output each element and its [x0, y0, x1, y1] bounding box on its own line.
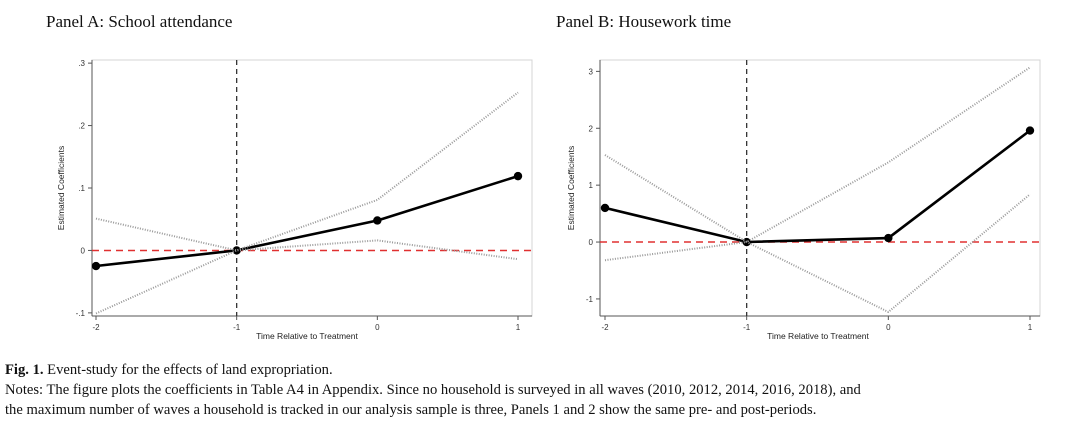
- y-tick-label: 1: [589, 181, 594, 190]
- upper-ci-line: [95, 91, 519, 252]
- chart-panel-1: -1 0 1 2 3 -2 -1 0 1 Time Relative to Treatment Es…: [566, 59, 1041, 341]
- caption-label: Fig. 1.: [5, 362, 44, 378]
- x-tick-label: -2: [601, 323, 609, 332]
- coefficient-point: [1025, 126, 1035, 135]
- panel-a-title: Panel A: School attendance: [46, 12, 233, 31]
- x-tick-label: -2: [92, 323, 100, 332]
- y-tick-label: -1: [586, 295, 594, 304]
- coefficient-line: [604, 129, 1031, 244]
- charts-canvas: -.1 0 .1 .2 .3 -2 -1 0 1 Time Relative to Treatme…: [56, 59, 1041, 341]
- upper-ci-line: [604, 66, 1031, 244]
- x-axis-title: Time Relative to Treatment: [767, 331, 869, 341]
- y-tick-label: 0: [81, 246, 86, 255]
- x-tick-label: 0: [375, 323, 380, 332]
- y-axis-title: Estimated Coefficients: [56, 146, 66, 230]
- lower-ci-line: [604, 193, 1031, 314]
- figure-caption: Fig. 1. Event-study for the effects of l…: [5, 360, 1080, 420]
- y-tick-label: 2: [589, 124, 594, 133]
- caption-notes-line-2: the maximum number of waves a household …: [5, 402, 817, 418]
- coefficient-point: [513, 171, 523, 181]
- x-tick-label: 1: [516, 323, 521, 332]
- y-tick-label: .3: [78, 59, 85, 68]
- x-tick-label: -1: [233, 323, 241, 332]
- coefficient-point: [373, 216, 382, 225]
- coefficient-point: [600, 203, 610, 213]
- x-tick-label: 0: [886, 323, 891, 332]
- lower-ci-line: [95, 239, 519, 315]
- x-tick-label: -1: [743, 323, 751, 332]
- y-tick-label: .1: [78, 184, 85, 193]
- caption-title: Event-study for the effects of land expr…: [47, 362, 333, 378]
- chart-panel-0: -.1 0 .1 .2 .3 -2 -1 0 1 Time Relative to Treatme…: [56, 59, 533, 341]
- y-axis-title: Estimated Coefficients: [566, 146, 576, 230]
- coefficient-point: [91, 261, 101, 271]
- plot-frame: [91, 59, 533, 317]
- y-tick-label: -.1: [76, 309, 86, 318]
- coefficient-line: [95, 174, 519, 268]
- caption-notes-line-1: Notes: The figure plots the coefficients…: [5, 382, 861, 398]
- coefficient-point: [884, 233, 893, 243]
- x-axis-title: Time Relative to Treatment: [256, 331, 358, 341]
- y-tick-label: .2: [78, 122, 85, 131]
- y-tick-label: 3: [589, 67, 594, 76]
- plot-frame: [599, 59, 1041, 317]
- caption-heading: Fig. 1. Event-study for the effects of l…: [5, 360, 1080, 380]
- panel-b-title: Panel B: Housework time: [556, 12, 732, 31]
- y-tick-label: 0: [589, 238, 594, 247]
- x-tick-label: 1: [1028, 323, 1033, 332]
- coefficient-point: [232, 246, 241, 255]
